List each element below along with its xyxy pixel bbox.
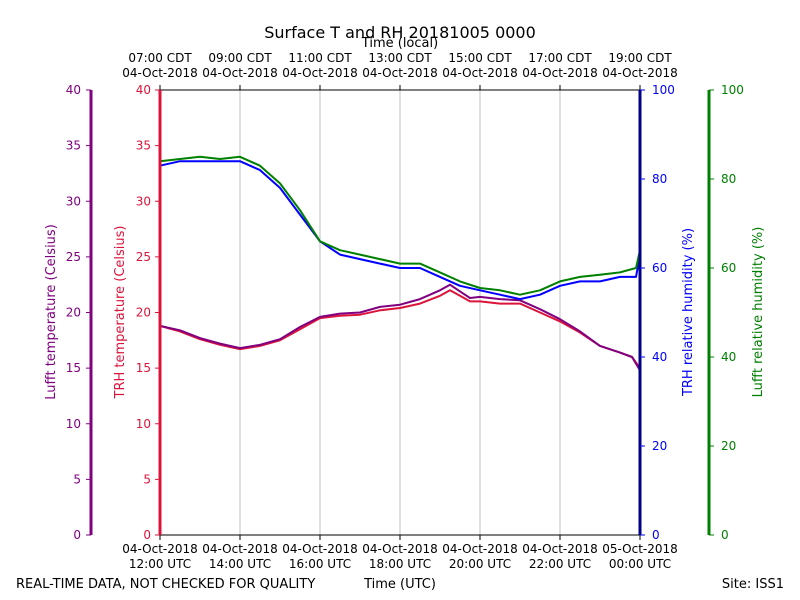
bottom-tick-time: 00:00 UTC bbox=[609, 557, 671, 571]
top-tick-time: 09:00 CDT bbox=[208, 51, 272, 65]
lufft-temp-tick-label: 25 bbox=[66, 250, 81, 264]
bottom-tick-date: 04-Oct-2018 bbox=[202, 542, 278, 556]
trh-rh-tick-label: 0 bbox=[652, 528, 660, 542]
lufft-temp-axis-label: Lufft temperature (Celsius) bbox=[44, 224, 59, 400]
trh-temp-tick-label: 10 bbox=[136, 417, 151, 431]
tick-labels: 0 0 5 5 10 10 15 15 20 20 25 25 30 30 35 35 40 40 0 0 20 20 40… bbox=[66, 51, 744, 571]
trh-temp-tick-label: 35 bbox=[136, 139, 151, 153]
lufft-temp-tick-label: 0 bbox=[73, 528, 81, 542]
data-series bbox=[159, 155, 641, 371]
trh-temp-tick-label: 20 bbox=[136, 306, 151, 320]
trh-rh-tick-label: 40 bbox=[652, 350, 667, 364]
top-tick-date: 04-Oct-2018 bbox=[282, 66, 358, 80]
lufft-temp-tick-label: 30 bbox=[66, 194, 81, 208]
lufft-rh-tick-label: 40 bbox=[721, 350, 736, 364]
lufft-rh-tick-label: 0 bbox=[721, 528, 729, 542]
lufft-rh-tick-label: 80 bbox=[721, 172, 736, 186]
top-tick-time: 15:00 CDT bbox=[448, 51, 512, 65]
bottom-tick-date: 04-Oct-2018 bbox=[362, 542, 438, 556]
bottom-tick-date: 04-Oct-2018 bbox=[282, 542, 358, 556]
top-tick-date: 04-Oct-2018 bbox=[362, 66, 438, 80]
series-line-2 bbox=[159, 160, 641, 301]
lufft-temp-tick-label: 10 bbox=[66, 417, 81, 431]
lufft-temp-tick-label: 5 bbox=[73, 472, 81, 486]
trh-rh-tick-label: 20 bbox=[652, 439, 667, 453]
grid-lines bbox=[239, 90, 561, 535]
trh-rh-tick-label: 60 bbox=[652, 261, 667, 275]
bottom-tick-time: 14:00 UTC bbox=[209, 557, 271, 571]
bottom-tick-date: 04-Oct-2018 bbox=[442, 542, 518, 556]
lufft-rh-tick-label: 20 bbox=[721, 439, 736, 453]
series-line-3 bbox=[159, 155, 641, 296]
lufft-rh-axis-label: Lufft relative humidity (%) bbox=[751, 227, 766, 398]
site-label: Site: ISS1 bbox=[722, 577, 784, 592]
trh-temp-tick-label: 15 bbox=[136, 361, 151, 375]
trh-temp-tick-label: 5 bbox=[143, 472, 151, 486]
bottom-tick-date: 04-Oct-2018 bbox=[522, 542, 598, 556]
top-tick-date: 04-Oct-2018 bbox=[522, 66, 598, 80]
top-tick-date: 04-Oct-2018 bbox=[602, 66, 678, 80]
top-tick-date: 04-Oct-2018 bbox=[442, 66, 518, 80]
lufft-temp-tick-label: 35 bbox=[66, 139, 81, 153]
chart-title: Surface T and RH 20181005 0000 bbox=[264, 23, 536, 42]
trh-temp-tick-label: 0 bbox=[143, 528, 151, 542]
lufft-temp-tick-label: 20 bbox=[66, 306, 81, 320]
bottom-tick-time: 20:00 UTC bbox=[449, 557, 511, 571]
trh-temp-tick-label: 25 bbox=[136, 250, 151, 264]
bottom-tick-time: 16:00 UTC bbox=[289, 557, 351, 571]
trh-rh-tick-label: 80 bbox=[652, 172, 667, 186]
trh-temp-tick-label: 40 bbox=[136, 83, 151, 97]
series-line-0 bbox=[159, 289, 641, 369]
top-tick-time: 11:00 CDT bbox=[288, 51, 352, 65]
lufft-temp-tick-label: 15 bbox=[66, 361, 81, 375]
lufft-rh-tick-label: 60 bbox=[721, 261, 736, 275]
bottom-tick-date: 05-Oct-2018 bbox=[602, 542, 678, 556]
bottom-tick-time: 12:00 UTC bbox=[129, 557, 191, 571]
bottom-tick-time: 22:00 UTC bbox=[529, 557, 591, 571]
top-tick-time: 17:00 CDT bbox=[528, 51, 592, 65]
top-tick-date: 04-Oct-2018 bbox=[202, 66, 278, 80]
top-tick-time: 07:00 CDT bbox=[128, 51, 192, 65]
lufft-temp-tick-label: 40 bbox=[66, 83, 81, 97]
trh-temp-axis-label: TRH temperature (Celsius) bbox=[113, 226, 128, 400]
axes bbox=[86, 85, 714, 540]
bottom-tick-date: 04-Oct-2018 bbox=[122, 542, 198, 556]
bottom-tick-time: 18:00 UTC bbox=[369, 557, 431, 571]
trh-rh-tick-label: 100 bbox=[652, 83, 675, 97]
top-tick-date: 04-Oct-2018 bbox=[122, 66, 198, 80]
trh-temp-tick-label: 30 bbox=[136, 194, 151, 208]
quality-disclaimer: REAL-TIME DATA, NOT CHECKED FOR QUALITY bbox=[16, 577, 315, 592]
trh-rh-axis-label: TRH relative humidity (%) bbox=[681, 228, 696, 397]
lufft-rh-tick-label: 100 bbox=[721, 83, 744, 97]
top-tick-time: 13:00 CDT bbox=[368, 51, 432, 65]
series-line-1 bbox=[159, 283, 641, 371]
x-axis-label: Time (UTC) bbox=[363, 577, 436, 592]
top-tick-time: 19:00 CDT bbox=[608, 51, 672, 65]
top-axis-label: Time (local) bbox=[361, 36, 438, 51]
